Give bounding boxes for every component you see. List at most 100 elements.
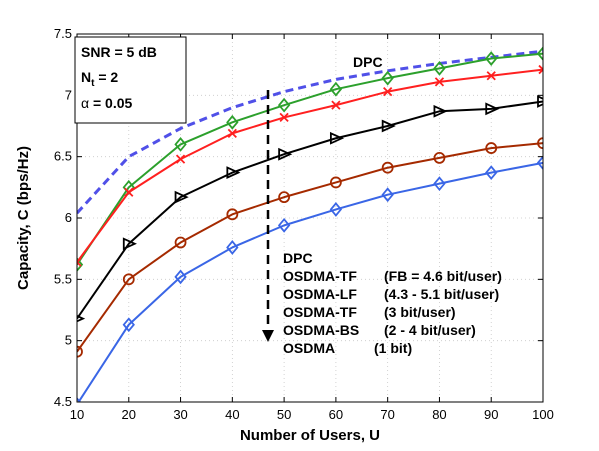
legend-entry-4-name: OSDMA-TF	[283, 304, 357, 320]
data-point	[329, 176, 342, 189]
data-point	[536, 46, 543, 62]
data-point	[536, 155, 543, 171]
series-line	[77, 161, 543, 402]
y-tick-label: 5	[65, 333, 72, 348]
series-1	[77, 49, 543, 215]
data-point	[277, 97, 291, 113]
params-box: SNR = 5 dB Nt = 2 α = 0.05	[74, 36, 187, 124]
data-point	[433, 60, 446, 76]
legend-entry-2-detail: (FB = 4.6 bit/user)	[384, 268, 502, 284]
data-point	[433, 151, 446, 164]
data-point	[279, 112, 289, 123]
series-line	[77, 52, 543, 266]
data-point	[227, 128, 237, 138]
data-point	[278, 147, 293, 161]
data-point	[537, 137, 543, 150]
data-point	[381, 161, 394, 174]
data-point	[331, 100, 341, 110]
x-tick-label: 80	[432, 407, 446, 422]
data-point	[77, 345, 83, 358]
ticks: 10 20 30 40 50 60 70 80 90 100 4.5 5 5.5 6 6.5 7 7.5	[54, 26, 554, 422]
data-point	[434, 77, 445, 87]
data-point	[77, 257, 82, 267]
series-line	[77, 100, 543, 320]
x-tick-label: 30	[173, 407, 187, 422]
data-point	[124, 187, 134, 197]
data-point	[226, 240, 239, 255]
x-tick-label: 10	[70, 407, 84, 422]
x-tick-label: 100	[532, 407, 554, 422]
data-point	[175, 154, 186, 164]
trend-arrow	[262, 90, 274, 342]
legend-entry-3-name: OSDMA-LF	[283, 286, 357, 302]
legend-entry-6-detail: (1 bit)	[374, 340, 412, 356]
x-tick-label: 70	[380, 407, 394, 422]
data-point	[174, 136, 187, 152]
x-tick-label: 90	[484, 407, 498, 422]
data-point	[433, 104, 448, 118]
antennas-symbol: N	[81, 69, 91, 85]
alpha-value: = 0.05	[89, 95, 132, 111]
snr-label: SNR = 5 dB	[81, 44, 157, 60]
data-point	[381, 70, 394, 86]
dpc-curve-label: DPC	[353, 54, 383, 70]
data-point	[122, 273, 135, 286]
data-point	[381, 187, 394, 203]
data-point	[174, 236, 187, 249]
data-point	[226, 166, 241, 180]
legend-entry-4-detail: (3 bit/user)	[384, 304, 456, 320]
legend-entry-2-name: OSDMA-TF	[283, 268, 357, 284]
data-point	[329, 131, 345, 145]
series-6	[77, 155, 543, 402]
series-line	[77, 142, 543, 353]
data-point	[329, 81, 343, 97]
alpha-label: α = 0.05	[81, 95, 133, 111]
legend-entry-6-name: OSDMA	[283, 340, 335, 356]
x-axis-label: Number of Users, U	[240, 427, 380, 444]
y-tick-label: 6.5	[54, 149, 72, 164]
antennas-value: = 2	[94, 69, 118, 85]
data-point	[381, 119, 396, 133]
data-point	[77, 257, 84, 273]
series-line	[77, 49, 543, 215]
alpha-symbol: α	[81, 95, 89, 111]
legend-entry-3-detail: (4.3 - 5.1 bit/user)	[384, 286, 499, 302]
data-point	[278, 191, 291, 204]
y-tick-label: 4.5	[54, 394, 72, 409]
legend-entry-5-name: OSDMA-BS	[283, 322, 359, 338]
series-layer	[77, 46, 543, 402]
y-tick-label: 6	[65, 210, 72, 225]
data-point	[277, 217, 291, 233]
data-point	[122, 237, 137, 251]
data-point	[226, 208, 239, 221]
data-point	[122, 317, 135, 333]
data-point	[485, 51, 498, 66]
antennas-label: Nt = 2	[81, 69, 118, 89]
params-box-frame	[74, 36, 187, 124]
x-tick-label: 50	[277, 407, 291, 422]
data-point	[174, 190, 189, 204]
series-line	[77, 68, 543, 263]
data-point	[485, 142, 498, 154]
legend: DPC OSDMA-TF (FB = 4.6 bit/user) OSDMA-L…	[283, 250, 502, 356]
data-point	[174, 269, 187, 285]
series-3	[77, 64, 543, 267]
data-point	[226, 114, 239, 130]
x-tick-label: 40	[225, 407, 239, 422]
data-point	[485, 165, 498, 181]
data-point	[433, 176, 446, 192]
data-point	[538, 64, 543, 75]
y-axis-label: Capacity, C (bps/Hz)	[15, 146, 32, 290]
data-point	[485, 102, 500, 116]
x-tick-label: 60	[329, 407, 343, 422]
y-tick-label: 5.5	[54, 271, 72, 286]
trend-arrow-head	[262, 330, 274, 342]
data-point	[329, 202, 343, 217]
y-tick-label: 7.5	[54, 26, 72, 41]
data-point	[383, 87, 393, 97]
legend-entry-5-detail: (2 - 4 bit/user)	[384, 322, 476, 338]
antennas-subscript: t	[91, 78, 95, 89]
series-5	[77, 137, 543, 358]
x-tick-label: 20	[122, 407, 136, 422]
